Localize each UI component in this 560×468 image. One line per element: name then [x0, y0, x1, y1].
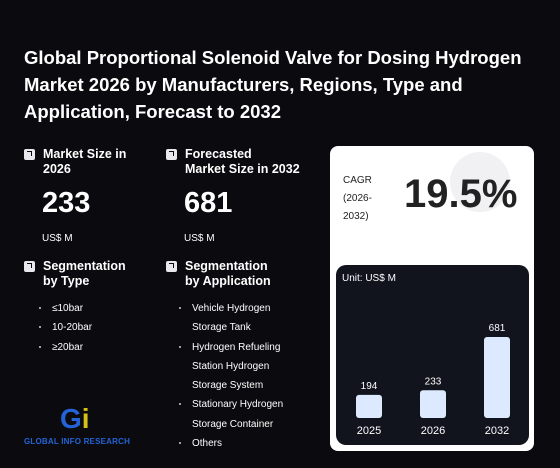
logo-mark: Gi: [60, 403, 90, 434]
watermark-icon: [450, 152, 510, 212]
segmentation-type: Segmentation by Type ≤10bar 10-20bar ≥20…: [24, 259, 126, 357]
list-item-line: Hydrogen Refueling: [192, 341, 281, 353]
segmentation-application-label-line2: by Application: [185, 274, 271, 288]
category-label: 2025: [357, 425, 381, 437]
bar-value-label: 194: [361, 381, 378, 392]
bar-value-label: 233: [425, 376, 442, 387]
list-item-line: Storage Tank: [192, 322, 251, 334]
market-size-unit: US$ M: [42, 233, 73, 244]
forecast-size-label-line1: Forecasted: [185, 147, 252, 161]
type-list: ≤10bar 10-20bar ≥20bar: [38, 299, 126, 357]
segmentation-application: Segmentation by Application Vehicle Hydr…: [166, 259, 283, 453]
list-item: Others: [178, 434, 283, 453]
market-size-value: 233: [42, 187, 91, 219]
forecast-size-stat: Forecasted Market Size in 2032 681 US$ M: [166, 147, 300, 244]
list-item-line: Stationary Hydrogen: [192, 399, 284, 411]
list-item: ≤10bar: [38, 299, 126, 318]
bar-2032: [484, 337, 510, 418]
forecast-size-value: 681: [184, 187, 233, 219]
arrow-up-right-icon: [24, 149, 35, 160]
list-item-line: Storage Container: [192, 418, 274, 430]
segmentation-type-label: Segmentation by Type: [43, 259, 126, 289]
logo: Gi GLOBAL INFO RESEARCH: [24, 403, 144, 451]
list-item-line: Others: [192, 438, 223, 450]
market-size-label: Market Size in 2026: [43, 147, 126, 177]
bar-chart: Unit: US$ M 194 2025 233 2026 681 2032: [336, 265, 529, 445]
list-item: 10-20bar: [38, 318, 126, 337]
cagr-card: CAGR (2026- 2032) 19.5% Unit: US$ M 194 2…: [330, 146, 534, 451]
bar-chart-svg: 194 2025 233 2026 681 2032: [356, 323, 510, 437]
cagr-label-line2: (2026-: [343, 193, 372, 204]
market-size-label-line1: Market Size in: [43, 147, 127, 161]
bar-value-label: 681: [489, 323, 506, 334]
page-title: Global Proportional Solenoid Valve for D…: [24, 47, 522, 122]
forecast-size-label-line2: Market Size in 2032: [185, 162, 300, 176]
arrow-up-right-icon: [166, 261, 177, 272]
arrow-up-right-icon: [24, 261, 35, 272]
cagr-label-line1: CAGR: [343, 175, 372, 186]
category-label: 2026: [421, 425, 445, 437]
list-item-line: Station Hydrogen: [192, 360, 270, 372]
list-item: Vehicle Hydrogen Storage Tank: [178, 299, 283, 338]
bar-2026: [420, 390, 446, 418]
cagr-value: 19.5%: [404, 172, 518, 216]
segmentation-type-label-line2: by Type: [43, 274, 90, 288]
list-item-line: Vehicle Hydrogen: [192, 303, 271, 314]
forecast-size-label: Forecasted Market Size in 2032: [185, 147, 300, 177]
category-label: 2032: [485, 425, 509, 437]
market-size-label-line2: 2026: [43, 162, 71, 176]
bar-2025: [356, 394, 382, 418]
list-item: ≥20bar: [38, 338, 126, 357]
cagr-label-line3: 2032): [343, 211, 369, 222]
cagr-label: CAGR (2026- 2032): [343, 172, 372, 226]
list-item: Stationary Hydrogen Storage Container: [178, 395, 283, 434]
chart-unit-label: Unit: US$ M: [342, 273, 396, 284]
logo-text: GLOBAL INFO RESEARCH: [24, 437, 131, 446]
application-list: Vehicle Hydrogen Storage Tank Hydrogen R…: [178, 299, 283, 453]
segmentation-application-label: Segmentation by Application: [185, 259, 271, 289]
list-item-line: Storage System: [192, 380, 264, 392]
market-size-stat: Market Size in 2026 233 US$ M: [24, 147, 126, 244]
arrow-up-right-icon: [166, 149, 177, 160]
segmentation-type-label-line1: Segmentation: [43, 259, 126, 273]
forecast-size-unit: US$ M: [184, 233, 215, 244]
segmentation-application-label-line1: Segmentation: [185, 259, 268, 273]
list-item: Hydrogen Refueling Station Hydrogen Stor…: [178, 338, 283, 396]
